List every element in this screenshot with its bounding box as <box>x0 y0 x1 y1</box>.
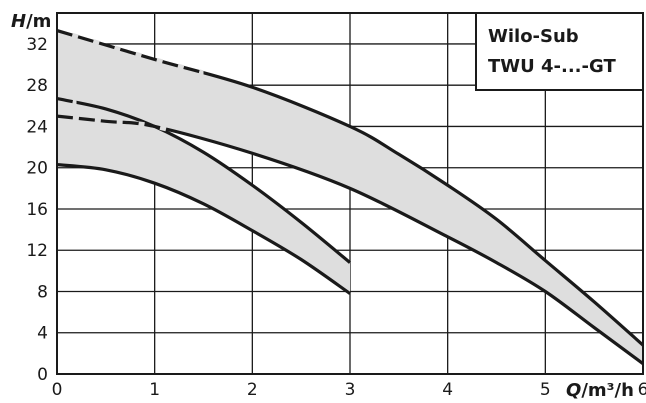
curve-upper-1 <box>56 97 352 264</box>
y-tick-label: 12 <box>26 241 48 261</box>
x-axis-unit: /m³/h <box>581 380 634 401</box>
y-tick-label: 28 <box>26 76 48 96</box>
x-tick-labels: 0 1 2 3 4 5 6 <box>52 380 646 400</box>
band-fill-2 <box>57 30 643 364</box>
y-tick-label: 16 <box>26 200 48 220</box>
curve-lower-1 <box>56 163 351 295</box>
y-axis-unit: /m <box>26 11 51 32</box>
title-box-frame <box>475 12 644 91</box>
x-tick-label: 1 <box>149 380 160 400</box>
y-tick-label: 4 <box>37 324 48 344</box>
x-tick-label: 0 <box>52 380 63 400</box>
x-axis-label: Q/m³/h <box>566 380 634 401</box>
y-axis-var: H <box>11 11 26 32</box>
y-tick-labels: 0 4 8 12 16 20 24 28 32 <box>26 35 48 385</box>
y-tick-label: 20 <box>26 159 48 179</box>
curve-lines <box>56 28 645 365</box>
x-tick-label: 2 <box>247 380 258 400</box>
band-fill-1 <box>57 98 350 294</box>
y-tick-label: 8 <box>37 282 48 302</box>
title-line-1: Wilo-Sub <box>488 26 579 47</box>
plot-frame <box>56 12 644 375</box>
title-box: Wilo-Sub TWU 4-...-GT <box>475 12 644 91</box>
x-tick-label: 6 <box>638 380 646 400</box>
x-axis-var: Q <box>566 380 581 401</box>
y-tick-label: 24 <box>26 117 48 137</box>
title-line-2: TWU 4-...-GT <box>488 56 616 77</box>
y-tick-label: 32 <box>26 35 48 55</box>
x-tick-label: 3 <box>345 380 356 400</box>
curve-bands <box>57 30 643 364</box>
y-tick-label: 0 <box>37 365 48 385</box>
curve-lower-2 <box>56 114 644 365</box>
y-axis-label: H/m <box>11 11 51 32</box>
x-tick-label: 4 <box>442 380 453 400</box>
curve-dash-gap-upper-2 <box>56 28 204 76</box>
x-tick-label: 5 <box>540 380 551 400</box>
